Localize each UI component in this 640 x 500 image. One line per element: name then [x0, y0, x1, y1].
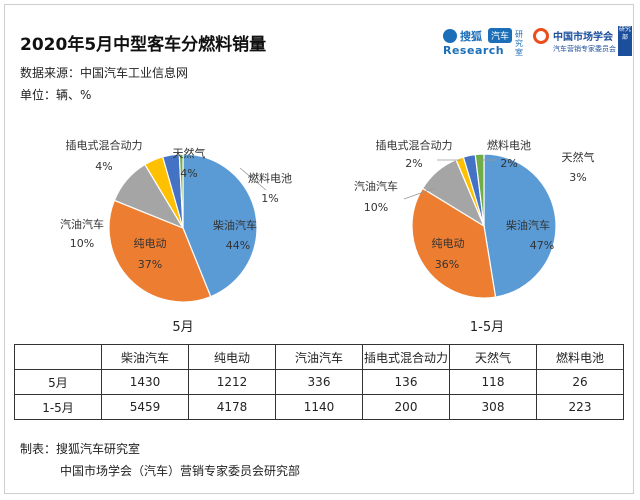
- pie-label-bev: 纯电动: [432, 237, 465, 250]
- pie-percent-natural-gas: 4%: [180, 167, 197, 180]
- pie-percent-bev: 36%: [435, 258, 459, 271]
- table-cell: 1140: [275, 394, 363, 420]
- table-row-label: 5月: [14, 369, 102, 395]
- pie-percent-fuel-cell: 1%: [261, 192, 278, 205]
- pie-label-natural-gas: 天然气: [173, 146, 206, 160]
- chart-title: 2020年5月中型客车分燃料销量: [20, 35, 267, 55]
- leader-line: [239, 167, 267, 191]
- pie-label-natural-gas: 天然气: [562, 150, 595, 164]
- table-header-cell: 燃料电池: [536, 344, 624, 370]
- pie-slice-fuel-cell: [474, 153, 485, 227]
- table-header-cell: 天然气: [449, 344, 537, 370]
- pie-slice-bev: [411, 187, 497, 299]
- cma-logo-sub: 汽车营销专家委员会: [553, 45, 616, 53]
- table-header-cell: 纯电动: [188, 344, 276, 370]
- table-cell: 308: [449, 394, 537, 420]
- pie-percent-diesel: 44%: [226, 239, 250, 252]
- table-header-cell: 柴油汽车: [101, 344, 189, 370]
- leader-line: [403, 187, 436, 200]
- pie-percent-gasoline: 10%: [364, 201, 388, 214]
- pie-percent-natural-gas: 3%: [569, 171, 586, 184]
- pie-percent-bev: 37%: [138, 258, 162, 271]
- table-header-row: 柴油汽车 纯电动 汽油汽车 插电式混合动力 天然气 燃料电池: [14, 344, 624, 370]
- pie-percent-diesel: 47%: [530, 239, 554, 252]
- sohu-logo-en: Research: [443, 44, 505, 57]
- table-cell: 336: [275, 369, 363, 395]
- cma-logo-tag: 研究部: [618, 26, 632, 56]
- table-header-cell: 插电式混合动力: [362, 344, 450, 370]
- table-cell: 118: [449, 369, 537, 395]
- table-cell: 136: [362, 369, 450, 395]
- pie-percent-phev: 4%: [95, 160, 112, 173]
- pie-slice-fuel-cell: [178, 153, 184, 229]
- pie-label-gasoline: 汽油汽车: [60, 217, 104, 231]
- pie-slice-bev: [108, 199, 212, 303]
- table-cell: 200: [362, 394, 450, 420]
- sales-table: 柴油汽车 纯电动 汽油汽车 插电式混合动力 天然气 燃料电池 5月 1430 1…: [14, 344, 624, 420]
- pie-label-phev: 插电式混合动力: [66, 138, 143, 152]
- table-row-label: 1-5月: [14, 394, 102, 420]
- pie-caption: 5月: [172, 320, 193, 335]
- table-header-cell: 汽油汽车: [275, 344, 363, 370]
- table-cell: 26: [536, 369, 624, 395]
- sohu-logo-lab: 研究室: [515, 30, 523, 57]
- sohu-paw-icon: [443, 29, 457, 43]
- sohu-logo-cn: 搜狐: [460, 30, 482, 43]
- cma-logo-cn: 中国市场学会: [553, 32, 613, 43]
- data-source: 数据来源：中国汽车工业信息网: [20, 66, 189, 80]
- table-cell: 5459: [101, 394, 189, 420]
- cma-mark-icon: [533, 28, 549, 44]
- sohu-logo-badge: 汽车: [488, 28, 513, 43]
- table-row: 1-5月 5459 4178 1140 200 308 223: [14, 394, 624, 420]
- table-cell: 223: [536, 394, 624, 420]
- pie-label-diesel: 柴油汽车: [213, 218, 257, 232]
- pie-slice-diesel: [483, 153, 557, 298]
- pie-label-fuel-cell: 燃料电池: [487, 138, 531, 152]
- cma-logo: 中国市场学会 汽车营销专家委员会 研究部: [533, 26, 633, 60]
- footer-maker: 制表：搜狐汽车研究室: [20, 442, 141, 456]
- pie-caption: 1-5月: [470, 320, 504, 335]
- pie-label-fuel-cell: 燃料电池: [248, 171, 292, 185]
- footer-org: 中国市场学会（汽车）营销专家委员会研究部: [60, 464, 301, 478]
- pie-label-phev: 插电式混合动力: [376, 138, 453, 152]
- table-header-cell: [14, 344, 102, 370]
- pie-charts: 柴油汽车 44% 纯电动 37% 汽油汽车 10% 插电式混合动力 4% 天然气 4% 燃料电池 1%…: [60, 138, 595, 335]
- pie-label-bev: 纯电动: [134, 237, 167, 250]
- pie-percent-phev: 2%: [405, 157, 422, 170]
- chart-frame: [4, 4, 634, 494]
- table-cell: 4178: [188, 394, 276, 420]
- table-row: 5月 1430 1212 336 136 118 26: [14, 369, 624, 395]
- pie-slice-diesel: [182, 153, 258, 298]
- unit-label: 单位：辆、%: [20, 88, 92, 102]
- pie-percent-fuel-cell: 2%: [500, 157, 517, 170]
- sohu-research-logo: 搜狐 汽车 Research 研究室: [443, 26, 525, 60]
- table-cell: 1430: [101, 369, 189, 395]
- pie-label-gasoline: 汽油汽车: [354, 179, 398, 193]
- pie-percent-gasoline: 10%: [70, 237, 94, 250]
- table-cell: 1212: [188, 369, 276, 395]
- pie-label-diesel: 柴油汽车: [506, 218, 550, 232]
